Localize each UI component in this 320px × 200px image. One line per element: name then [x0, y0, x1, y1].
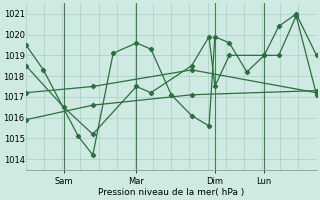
X-axis label: Pression niveau de la mer( hPa ): Pression niveau de la mer( hPa )	[98, 188, 244, 197]
